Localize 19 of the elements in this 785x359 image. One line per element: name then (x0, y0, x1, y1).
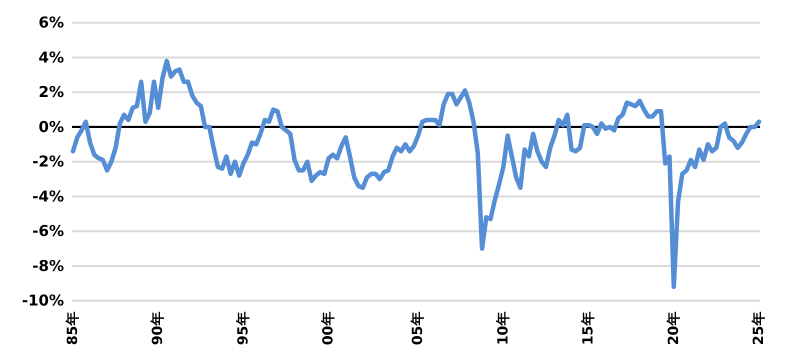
x-tick-label: 15年 (580, 312, 597, 346)
x-tick-label: 25年 (751, 312, 767, 346)
y-tick-label: 6% (38, 14, 64, 32)
x-tick-label: 20年 (666, 312, 682, 346)
y-tick-label: -4% (32, 187, 64, 206)
x-tick-label: 00年 (320, 312, 337, 346)
y-tick-label: 4% (38, 48, 64, 66)
y-tick-label: 2% (38, 83, 64, 102)
x-tick-label: 85年 (65, 312, 81, 346)
y-tick-label: -8% (32, 256, 64, 275)
line-series (70, 58, 762, 290)
x-tick-label: 95年 (235, 312, 252, 346)
y-tick-label: -2% (32, 152, 64, 171)
x-tick-label: 05年 (410, 312, 426, 346)
y-tick-label: 0% (38, 118, 64, 136)
y-tick-label: -10% (22, 292, 64, 310)
y-tick-label: -6% (32, 222, 64, 240)
x-tick-label: 10年 (495, 312, 512, 346)
x-tick-label: 90年 (150, 312, 166, 346)
